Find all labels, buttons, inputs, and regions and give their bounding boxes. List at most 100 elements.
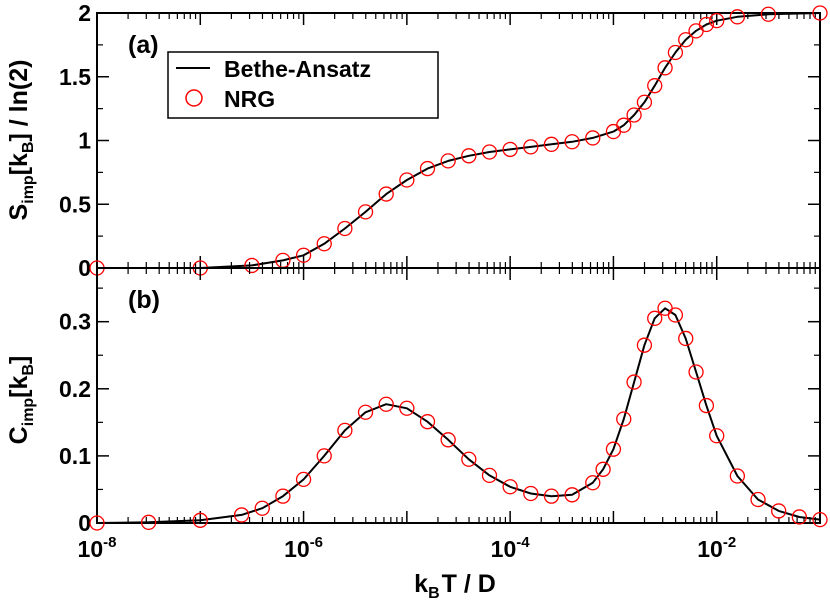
nrg-marker-a: [461, 148, 477, 164]
nrg-marker-b: [647, 310, 663, 326]
nrg-marker-a: [657, 60, 673, 76]
nrg-marker-b: [667, 307, 684, 323]
nrg-marker-b: [595, 461, 611, 477]
nrg-marker-a: [626, 107, 642, 123]
nrg-marker-b: [89, 515, 105, 531]
nrg-marker-a: [295, 247, 312, 263]
x-tick-base: 10: [284, 536, 310, 562]
x-tick-label: 10-2: [697, 534, 736, 562]
y-tick-label-a: 0: [78, 255, 91, 281]
nrg-marker-a: [636, 94, 653, 110]
nrg-marker-a: [316, 236, 332, 252]
nrg-marker-a: [337, 220, 353, 237]
nrg-marker-b: [140, 514, 157, 530]
nrg-marker-b: [192, 512, 208, 528]
nrg-marker-a: [244, 257, 260, 274]
x-tick-base: 10: [78, 536, 104, 562]
nrg-marker-a: [812, 5, 828, 21]
nrg-marker-b: [275, 488, 291, 504]
nrg-marker-a: [440, 153, 456, 169]
ylabel-a-bracket-close: ] / ln(2): [5, 60, 33, 142]
nrg-marker-a: [481, 144, 498, 160]
nrg-marker-a: [419, 160, 436, 177]
panel-a-y-tick-labels: 0 0.5 1 1.5 2: [59, 0, 91, 281]
nrg-marker-b: [399, 400, 415, 416]
panel-a-series: [89, 5, 828, 276]
ylabel-a-bracket-open: [k: [5, 153, 33, 175]
nrg-marker-a: [543, 136, 560, 152]
nrg-marker-a: [698, 16, 715, 33]
y-tick-label-a: 2: [78, 0, 91, 26]
nrg-marker-a: [760, 6, 777, 22]
x-tick-exponent: -8: [103, 534, 116, 551]
nrg-marker-a: [678, 32, 694, 48]
y-tick-label-b: 0.3: [59, 309, 91, 335]
nrg-marker-b: [419, 414, 436, 430]
nrg-marker-b: [523, 485, 539, 502]
nrg-marker-b: [461, 451, 477, 467]
nrg-marker-a: [729, 9, 746, 25]
nrg-marker-b: [378, 396, 394, 412]
series-line-bethe-ansatz-b: [96, 307, 821, 524]
nrg-marker-b: [233, 507, 250, 523]
nrg-marker-b: [791, 509, 807, 525]
nrg-marker-b: [729, 468, 746, 484]
nrg-marker-b: [636, 337, 653, 353]
legend-marker-swatch: [185, 89, 203, 107]
nrg-marker-b: [812, 511, 828, 528]
x-tick-exponent: -4: [516, 534, 530, 551]
x-tick-label: 10-4: [491, 534, 531, 562]
nrg-marker-a: [399, 172, 415, 188]
ylabel-a-bracket-sub: B: [20, 142, 37, 154]
ylabel-b-bracket-open: [k: [5, 375, 33, 397]
legend: Bethe-Ansatz NRG: [167, 51, 439, 119]
y-tick-label-a: 0.5: [59, 191, 91, 217]
panel-b-label: (b): [128, 286, 160, 314]
svg-text:Simp[kB] / ln(2): Simp[kB] / ln(2): [5, 60, 37, 221]
panel-b-y-axis-label: Cimp[kB]: [5, 356, 37, 445]
nrg-marker-b: [688, 364, 704, 380]
y-tick-label-b: 0: [78, 510, 91, 536]
panel-a-label: (a): [128, 31, 159, 59]
panel-b-y-tick-labels: 0 0.1 0.2 0.3: [59, 309, 91, 536]
x-tick-label: 10-8: [78, 534, 117, 562]
nrg-marker-b: [709, 428, 725, 444]
nrg-marker-b: [750, 491, 766, 508]
svg-text:Cimp[kB]: Cimp[kB]: [5, 356, 37, 445]
nrg-marker-a: [647, 78, 663, 94]
x-tick-label: 10-6: [284, 534, 323, 562]
panel-a: 0 0.5 1 1.5 2 (a) Bethe-Ansatz NRG Simp[kB] …: [5, 0, 828, 281]
nrg-marker-b: [337, 422, 353, 439]
panel-b-ticks: [96, 268, 821, 524]
panel-b-frame: [96, 267, 821, 524]
nrg-marker-b: [440, 432, 456, 448]
nrg-marker-b: [605, 441, 622, 457]
nrg-marker-b: [771, 503, 787, 519]
ylabel-a-sub: imp: [20, 175, 37, 204]
legend-label-nrg: NRG: [224, 86, 275, 112]
y-tick-label-a: 1: [78, 128, 91, 154]
nrg-marker-b: [502, 479, 518, 495]
nrg-marker-a: [502, 141, 518, 158]
nrg-marker-a: [709, 12, 725, 29]
nrg-marker-b: [698, 397, 715, 414]
legend-box: [167, 51, 439, 119]
nrg-marker-b: [585, 475, 601, 491]
x-tick-exponent: -2: [723, 534, 736, 551]
ylabel-b-sub: imp: [20, 398, 37, 427]
x-tick-exponent: -6: [310, 534, 323, 551]
nrg-marker-b: [616, 411, 632, 427]
nrg-marker-a: [585, 130, 601, 146]
x-axis-label: kBT / D: [414, 570, 496, 602]
nrg-marker-b: [295, 471, 312, 488]
nrg-marker-b: [626, 374, 642, 390]
nrg-marker-a: [378, 186, 394, 202]
nrg-marker-a: [357, 204, 374, 220]
nrg-marker-b: [254, 500, 270, 516]
ylabel-a-main: S: [5, 204, 33, 221]
ylabel-b-bracket-sub: B: [20, 364, 37, 376]
nrg-marker-b: [316, 448, 332, 464]
nrg-marker-b: [481, 467, 498, 484]
nrg-marker-a: [667, 44, 684, 61]
nrg-marker-a: [564, 134, 580, 150]
